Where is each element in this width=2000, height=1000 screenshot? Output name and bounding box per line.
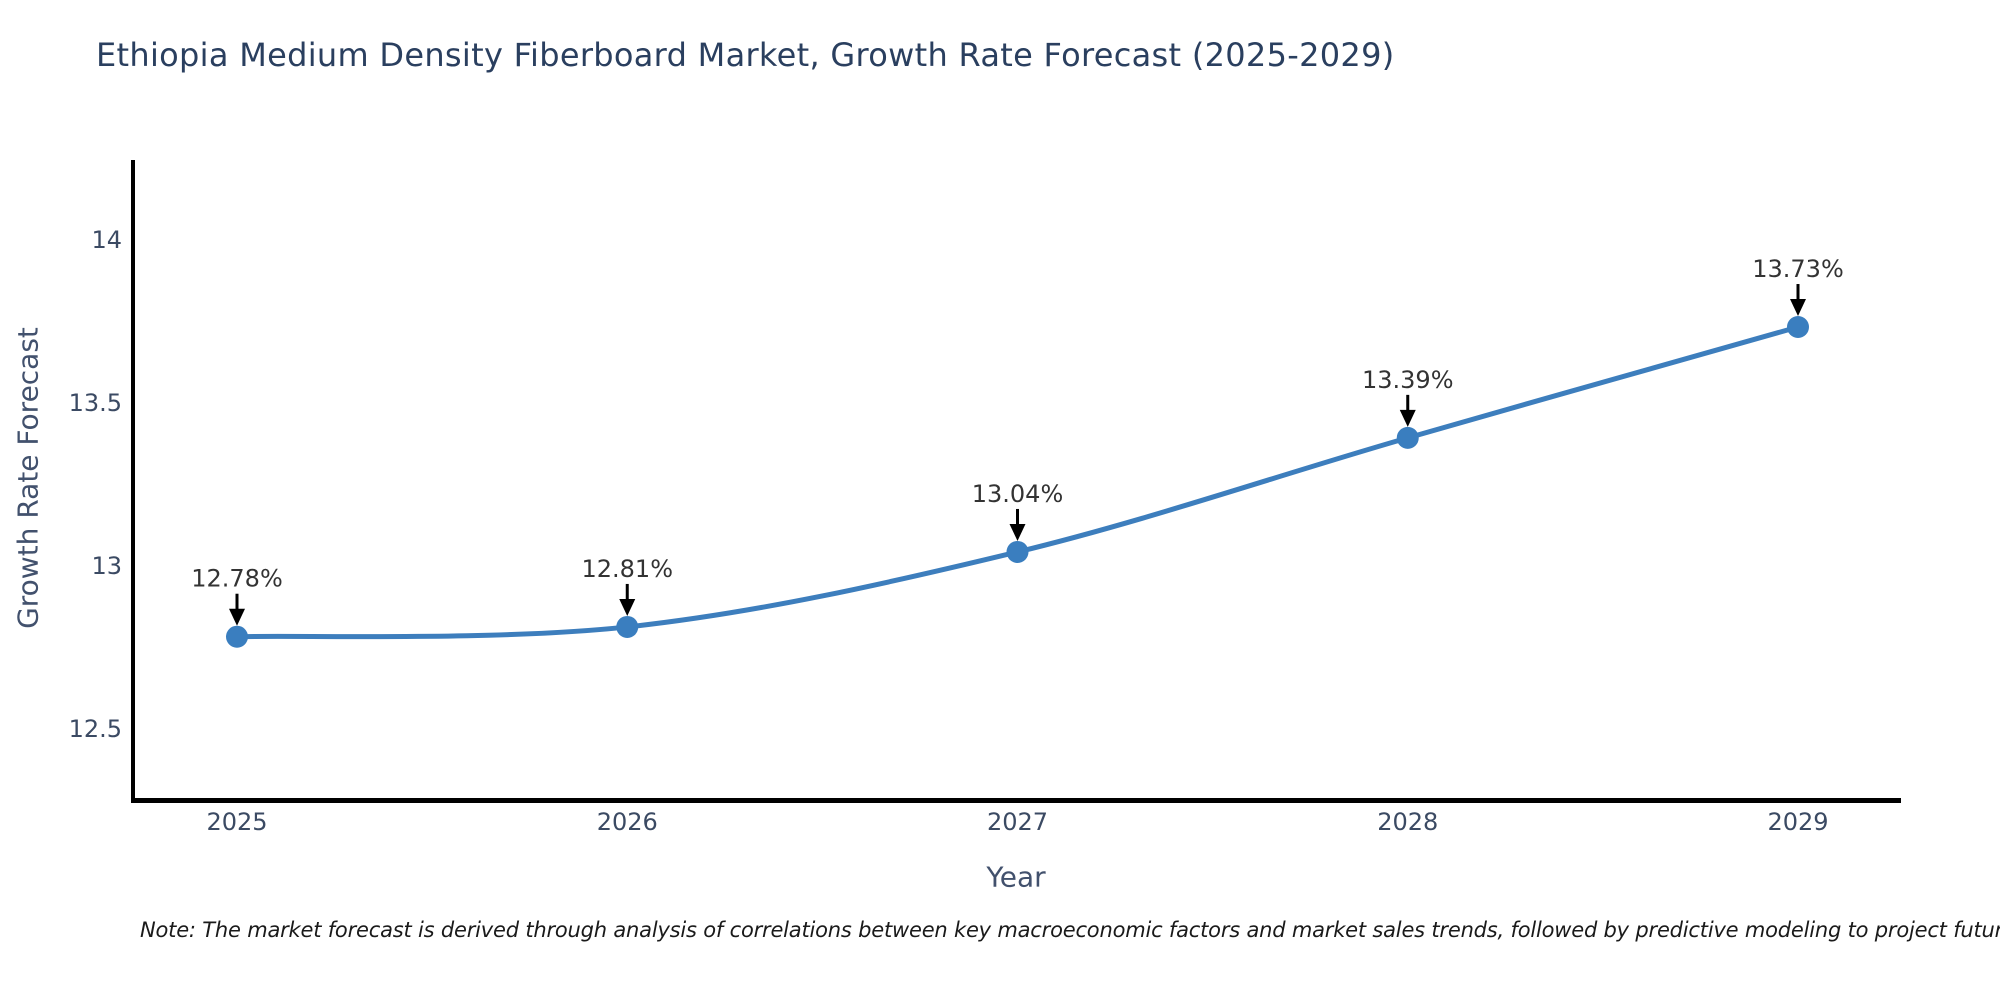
y-tick-label: 13.5 (69, 389, 122, 417)
data-point-marker (1396, 426, 1419, 449)
data-point-marker (616, 615, 639, 638)
x-tick-label: 2026 (597, 808, 658, 836)
chart-title: Ethiopia Medium Density Fiberboard Marke… (96, 36, 1395, 74)
annotation-arrow-head (1009, 523, 1026, 541)
annotation-arrow-head (619, 598, 636, 616)
data-point-marker (226, 625, 248, 648)
x-tick-label: 2027 (987, 808, 1048, 836)
x-tick-label: 2029 (1767, 808, 1828, 836)
data-point-marker (1006, 540, 1029, 563)
data-point-label: 13.39% (1362, 366, 1454, 394)
y-tick-label: 12.5 (69, 715, 122, 743)
x-tick-label: 2028 (1377, 808, 1438, 836)
y-tick-label: 14 (91, 226, 122, 254)
footnote: Note: The market forecast is derived thr… (140, 918, 2000, 942)
data-point-label: 12.81% (581, 555, 673, 583)
data-point-label: 13.73% (1752, 255, 1844, 283)
annotation-arrow-head (229, 608, 245, 626)
annotation-arrow-head (1790, 299, 1806, 317)
x-axis-title: Year (986, 860, 1046, 894)
y-tick-label: 13 (91, 552, 122, 580)
y-axis-title: Growth Rate Forecast (11, 327, 45, 629)
data-point-marker (1787, 316, 1809, 339)
x-tick-label: 2025 (206, 808, 267, 836)
data-point-label: 12.78% (191, 565, 283, 593)
data-point-label: 13.04% (972, 480, 1064, 508)
annotation-arrow-head (1399, 409, 1416, 427)
